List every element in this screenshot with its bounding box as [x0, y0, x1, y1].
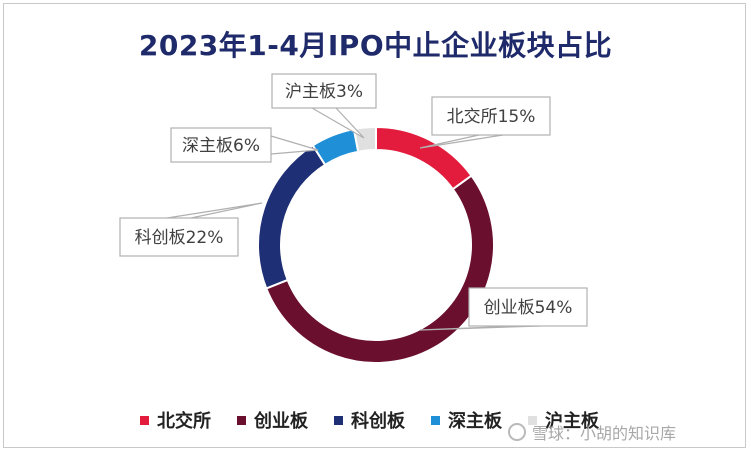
data-label: 创业板54%: [484, 298, 573, 318]
watermark: 雪球：小胡的知识库: [508, 420, 676, 444]
data-label: 科创板22%: [135, 228, 224, 248]
callout-pointer: [270, 135, 319, 155]
data-label: 深主板6%: [182, 136, 260, 156]
legend-item-沪主板: 沪主板: [528, 407, 599, 433]
legend-item-深主板: 深主板: [431, 407, 502, 433]
callout-创业板: 创业板54%: [419, 287, 588, 331]
legend-label: 深主板: [448, 411, 502, 432]
callout-box: [468, 287, 588, 327]
callout-box: [431, 96, 551, 136]
legend-label: 科创板: [351, 411, 405, 432]
callout-沪主板: 沪主板3%: [271, 73, 377, 139]
callout-box: [119, 217, 239, 257]
snowball-logo-icon: [508, 423, 526, 441]
legend-swatch: [528, 415, 537, 425]
legend-label: 创业板: [254, 411, 308, 432]
data-label: 沪主板3%: [285, 82, 363, 102]
callout-box: [170, 127, 272, 163]
watermark-text: 雪球：小胡的知识库: [532, 424, 677, 443]
chart-legend: 北交所 创业板 科创板 深主板 沪主板: [140, 408, 625, 432]
legend-label: 沪主板: [545, 411, 599, 432]
donut-callouts: 北交所15% 创业板54% 科创板22% 深主板6% 沪主板3%: [119, 73, 588, 331]
callout-科创板: 科创板22%: [119, 202, 263, 257]
slice-北交所: [375, 125, 473, 191]
callout-深主板: 深主板6%: [170, 127, 319, 163]
legend-swatch: [334, 415, 343, 425]
legend-swatch: [431, 415, 440, 425]
legend-item-创业板: 创业板: [237, 407, 308, 433]
legend-swatch: [140, 415, 149, 425]
callout-pointer: [419, 134, 504, 149]
legend-label: 北交所: [157, 411, 211, 432]
legend-item-科创板: 科创板: [334, 407, 405, 433]
callout-box: [271, 73, 377, 109]
callout-pointer: [311, 107, 365, 139]
donut-slices: [257, 125, 495, 364]
chart-title: 2023年1-4月IPO中止企业板块占比: [138, 29, 613, 62]
callout-pointer: [166, 202, 263, 219]
data-label: 北交所15%: [447, 107, 536, 127]
legend-item-北交所: 北交所: [140, 407, 211, 433]
callout-北交所: 北交所15%: [419, 96, 551, 149]
slice-创业板: [264, 174, 495, 364]
legend-swatch: [237, 415, 246, 425]
callout-pointer: [419, 325, 541, 331]
slice-科创板: [257, 143, 327, 290]
